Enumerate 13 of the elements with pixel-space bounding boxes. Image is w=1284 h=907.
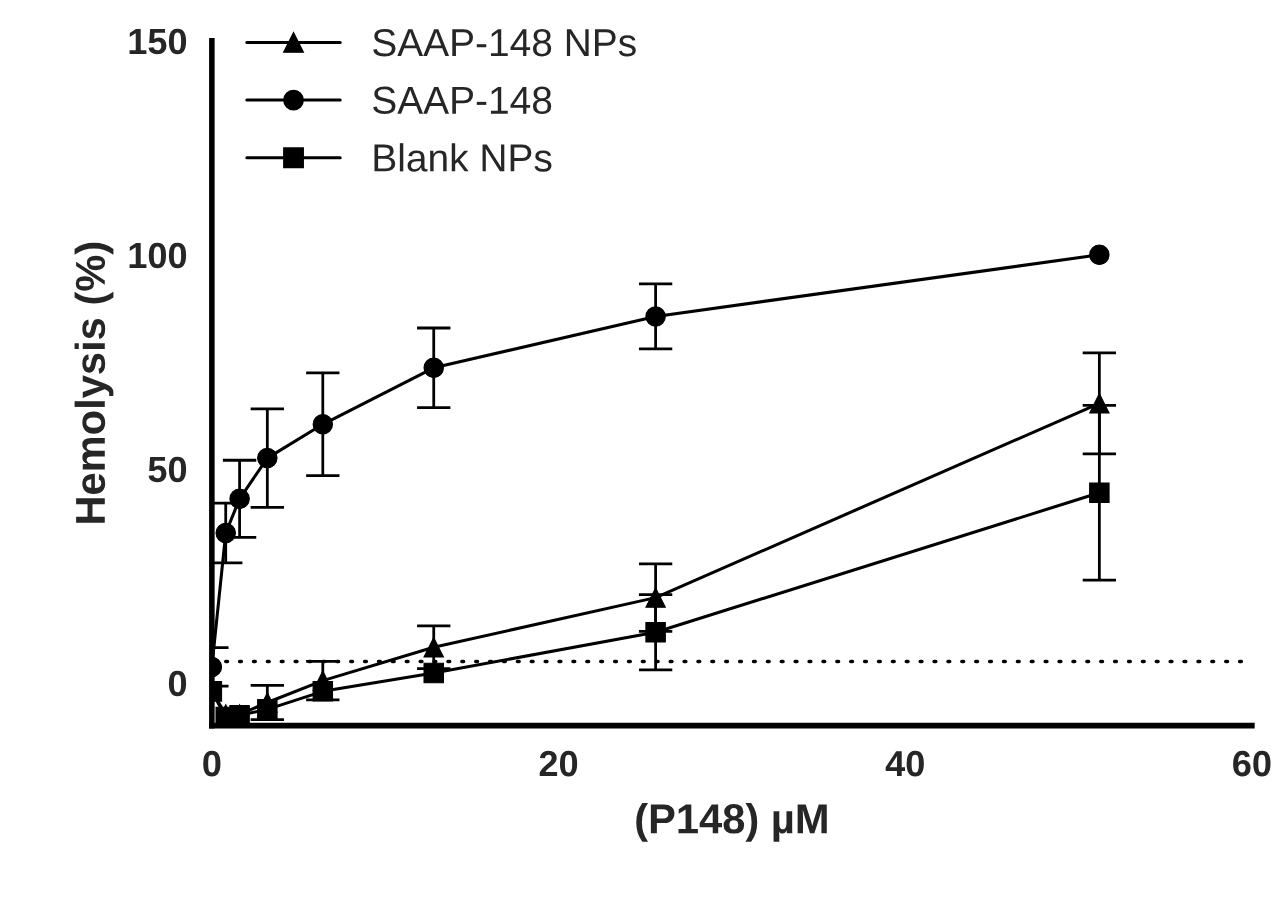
legend-label: Blank NPs [374,143,552,172]
x-tick-label: 60 [1233,750,1271,777]
y-tick-label: 50 [148,456,187,483]
x-axis-title: (P148) µM [636,803,827,842]
legend-label: SAAP-148 [373,86,552,115]
x-tick-label: 20 [539,750,578,777]
y-tick-label: 150 [129,28,187,55]
x-tick-label: 40 [885,750,924,777]
y-tick-label: 0 [168,670,187,697]
x-tick-label: 0 [203,750,221,777]
y-axis-title: Hemolysis (%) [74,242,114,523]
y-tick-label: 100 [129,242,187,269]
legend-label: SAAP-148 NPs [373,28,636,57]
